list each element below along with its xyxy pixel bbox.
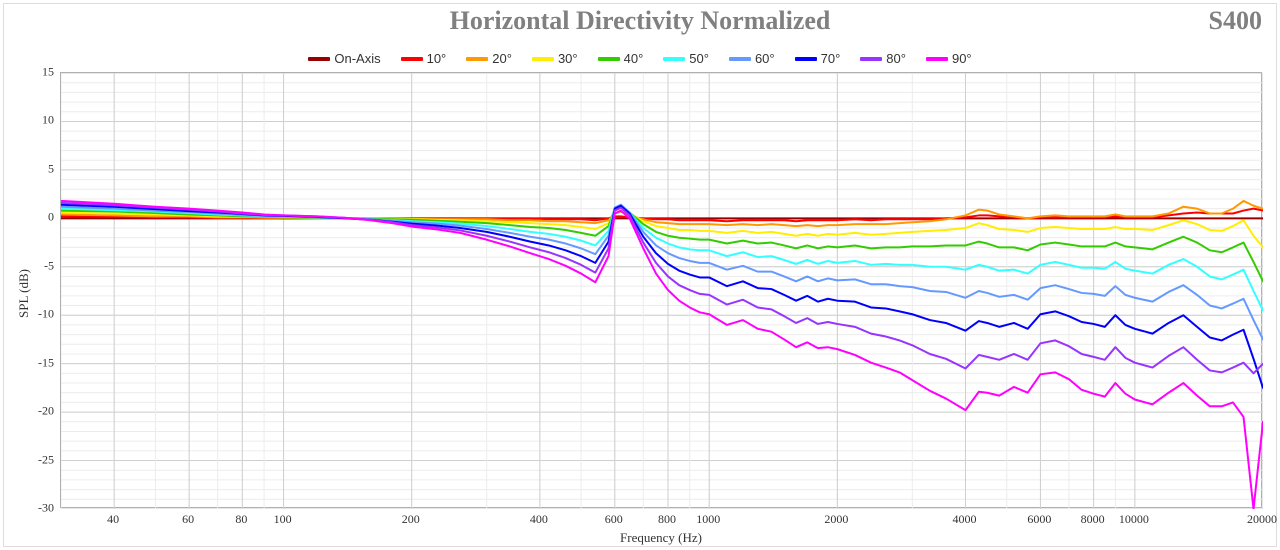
y-tick-label: -20 bbox=[20, 404, 54, 419]
legend-label: 80° bbox=[886, 51, 906, 66]
legend-label: 40° bbox=[624, 51, 644, 66]
x-axis-label: Frequency (Hz) bbox=[60, 530, 1262, 546]
x-tick-label: 100 bbox=[274, 512, 292, 527]
x-tick-label: 8000 bbox=[1081, 512, 1105, 527]
legend-item: 50° bbox=[663, 50, 709, 66]
legend-item: 10° bbox=[401, 50, 447, 66]
legend-swatch bbox=[401, 57, 423, 61]
x-tick-label: 6000 bbox=[1027, 512, 1051, 527]
legend-swatch bbox=[308, 57, 330, 61]
x-tick-label: 600 bbox=[605, 512, 623, 527]
legend-swatch bbox=[663, 57, 685, 61]
x-tick-label: 20000 bbox=[1247, 512, 1277, 527]
legend-swatch bbox=[860, 57, 882, 61]
y-tick-label: 5 bbox=[20, 161, 54, 176]
y-tick-label: -10 bbox=[20, 307, 54, 322]
legend-item: 90° bbox=[926, 50, 972, 66]
legend: On-Axis 10° 20° 30° 40° 50° 60° 70° 80° 90° bbox=[0, 50, 1280, 66]
y-tick-label: -25 bbox=[20, 452, 54, 467]
legend-label: 70° bbox=[821, 51, 841, 66]
plot-area bbox=[60, 72, 1262, 508]
legend-item: 80° bbox=[860, 50, 906, 66]
legend-item: 60° bbox=[729, 50, 775, 66]
y-tick-label: 0 bbox=[20, 210, 54, 225]
x-tick-label: 4000 bbox=[952, 512, 976, 527]
y-tick-label: 10 bbox=[20, 113, 54, 128]
legend-item: 70° bbox=[795, 50, 841, 66]
x-tick-label: 200 bbox=[402, 512, 420, 527]
legend-swatch bbox=[926, 57, 948, 61]
legend-label: 60° bbox=[755, 51, 775, 66]
x-tick-label: 1000 bbox=[696, 512, 720, 527]
legend-label: 50° bbox=[689, 51, 709, 66]
x-tick-label: 800 bbox=[658, 512, 676, 527]
legend-swatch bbox=[532, 57, 554, 61]
legend-label: On-Axis bbox=[334, 51, 380, 66]
legend-label: 30° bbox=[558, 51, 578, 66]
legend-item: 30° bbox=[532, 50, 578, 66]
legend-swatch bbox=[795, 57, 817, 61]
legend-label: 10° bbox=[427, 51, 447, 66]
legend-swatch bbox=[598, 57, 620, 61]
x-tick-label: 2000 bbox=[824, 512, 848, 527]
legend-label: 20° bbox=[492, 51, 512, 66]
x-tick-label: 40 bbox=[107, 512, 119, 527]
x-tick-label: 10000 bbox=[1119, 512, 1149, 527]
legend-swatch bbox=[729, 57, 751, 61]
legend-item: On-Axis bbox=[308, 50, 380, 66]
x-tick-label: 80 bbox=[235, 512, 247, 527]
legend-swatch bbox=[466, 57, 488, 61]
model-label: S400 bbox=[1209, 6, 1262, 36]
x-tick-label: 60 bbox=[182, 512, 194, 527]
chart-title: Horizontal Directivity Normalized bbox=[0, 6, 1280, 36]
y-tick-label: -30 bbox=[20, 501, 54, 516]
y-tick-label: -5 bbox=[20, 258, 54, 273]
y-tick-label: -15 bbox=[20, 355, 54, 370]
plot-svg bbox=[61, 73, 1263, 509]
legend-item: 40° bbox=[598, 50, 644, 66]
x-tick-label: 400 bbox=[530, 512, 548, 527]
legend-label: 90° bbox=[952, 51, 972, 66]
y-tick-label: 15 bbox=[20, 65, 54, 80]
legend-item: 20° bbox=[466, 50, 512, 66]
series-line bbox=[61, 205, 1263, 340]
